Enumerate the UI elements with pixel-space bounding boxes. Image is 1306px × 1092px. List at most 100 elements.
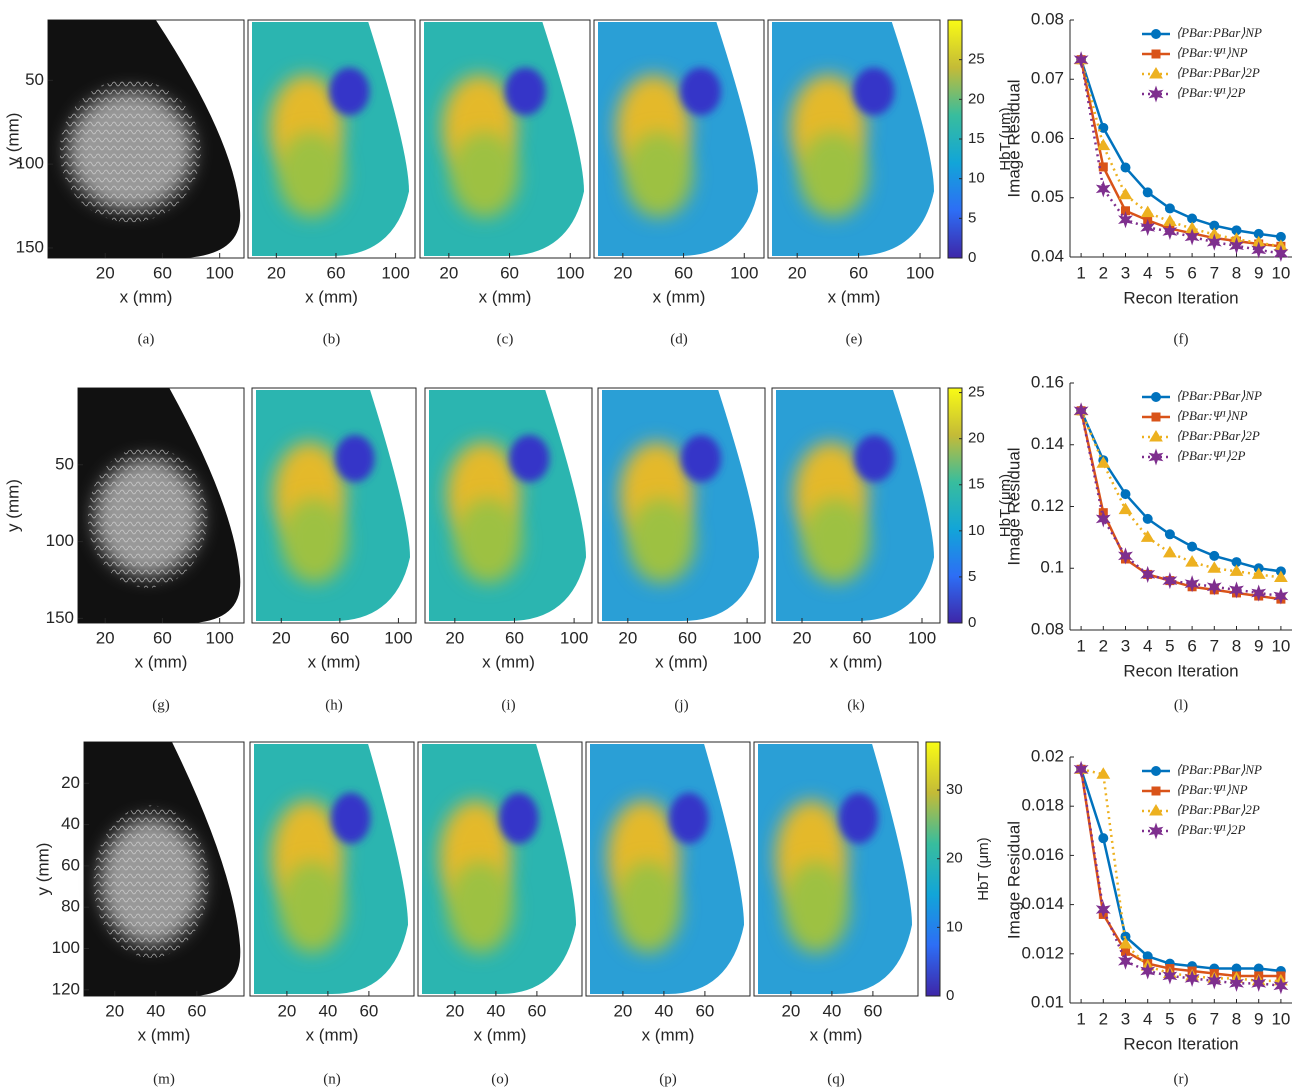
- legend-label: ⟨PBar:PBar⟩NP: [1176, 762, 1262, 777]
- y-axis-label: y (mm): [3, 113, 22, 166]
- panel-caption: (e): [846, 331, 863, 347]
- x-tick-label: 3: [1121, 1009, 1130, 1028]
- x-axis-label: x (mm): [482, 652, 535, 671]
- y-tick-label: 0.018: [1021, 796, 1064, 815]
- x-tick-label: 20: [96, 263, 115, 282]
- legend-label: ⟨PBar:PBar⟩2P: [1176, 428, 1260, 443]
- colorbar-tick-label: 5: [968, 209, 976, 226]
- y-tick-label: 100: [46, 531, 74, 550]
- mid-region: [450, 131, 519, 218]
- x-tick-label: 60: [359, 1001, 378, 1020]
- x-tick-label: 5: [1165, 636, 1174, 655]
- marker: [1164, 529, 1175, 540]
- low-region: [329, 67, 370, 116]
- colorbar-tick-label: 0: [968, 249, 976, 266]
- tissue-texture: [59, 79, 201, 223]
- x-axis-label: x (mm): [830, 652, 883, 671]
- hbt-map: [597, 387, 766, 624]
- x-tick-label: 8: [1232, 263, 1241, 282]
- marker: [1140, 962, 1156, 980]
- marker: [1206, 972, 1222, 990]
- x-tick-label: 1: [1076, 636, 1085, 655]
- x-tick-label: 100: [381, 263, 409, 282]
- low-region: [681, 435, 722, 482]
- x-tick-label: 10: [1271, 636, 1290, 655]
- panel-caption: (g): [152, 697, 170, 713]
- marker: [1140, 530, 1155, 542]
- colorbar-label: HbT (μm): [975, 837, 992, 900]
- y-tick-label: 0.016: [1021, 845, 1064, 864]
- x-tick-label: 20: [613, 1001, 632, 1020]
- x-tick-label: 1: [1076, 263, 1085, 282]
- plot-area: [1070, 757, 1292, 1003]
- y-tick-label: 40: [61, 814, 80, 833]
- panel-caption: (a): [138, 331, 155, 347]
- colorbar-tick-label: 0: [946, 987, 954, 1004]
- marker: [1229, 237, 1244, 255]
- hbt-map: [771, 387, 941, 624]
- marker: [1098, 122, 1109, 133]
- x-tick-label: 60: [187, 1001, 206, 1020]
- marker: [1162, 967, 1178, 985]
- marker: [1273, 587, 1289, 605]
- series-line: [1079, 410, 1282, 598]
- marker: [1251, 584, 1267, 602]
- legend-marker: [1148, 448, 1164, 466]
- low-region: [331, 792, 371, 844]
- y-tick-label: 150: [46, 608, 74, 627]
- legend-marker: [1151, 49, 1161, 59]
- low-region: [854, 435, 895, 482]
- x-tick-label: 60: [674, 263, 693, 282]
- mid-region: [278, 131, 345, 218]
- colorbar-tick-label: 20: [968, 430, 985, 447]
- colorbar-tick-label: 25: [968, 51, 985, 68]
- series-line: [1079, 59, 1282, 248]
- marker: [1229, 581, 1244, 599]
- marker: [1073, 51, 1089, 69]
- marker: [1206, 578, 1222, 596]
- mammogram: [77, 387, 245, 624]
- x-tick-label: 8: [1232, 1009, 1241, 1028]
- legend-label: ⟨PBar:Ψ¹⟩NP: [1176, 782, 1248, 797]
- x-tick-label: 7: [1210, 263, 1219, 282]
- colorbar: [925, 741, 941, 997]
- low-region: [505, 67, 546, 116]
- x-tick-label: 100: [205, 263, 233, 282]
- x-tick-label: 100: [560, 628, 588, 647]
- map-field: [772, 22, 934, 256]
- y-tick-label: 0.01: [1031, 992, 1064, 1011]
- y-tick-label: 20: [61, 773, 80, 792]
- x-tick-label: 9: [1254, 263, 1263, 282]
- hbt-map: [767, 19, 941, 259]
- x-tick-label: 20: [272, 628, 291, 647]
- panel-caption: (k): [847, 697, 865, 713]
- y-tick-label: 100: [16, 154, 44, 173]
- mid-region: [281, 498, 348, 584]
- x-axis-label: x (mm): [653, 287, 706, 306]
- x-tick-label: 20: [445, 1001, 464, 1020]
- legend-label: ⟨PBar:PBar⟩NP: [1176, 25, 1262, 40]
- panel-caption: (p): [659, 1071, 677, 1087]
- legend-marker: [1149, 67, 1163, 79]
- y-tick-label: 60: [61, 855, 80, 874]
- y-axis-label: Image Residual: [1004, 79, 1023, 197]
- marker: [1118, 502, 1133, 515]
- marker: [1118, 547, 1133, 565]
- colorbar-tick-label: 15: [968, 476, 985, 493]
- x-axis-label: x (mm): [305, 287, 358, 306]
- x-tick-label: 20: [793, 628, 812, 647]
- series-line: [1079, 410, 1282, 573]
- x-tick-label: 60: [695, 1001, 714, 1020]
- y-tick-label: 0.02: [1031, 746, 1064, 765]
- marker: [1096, 138, 1111, 151]
- series-line: [1079, 410, 1282, 601]
- x-tick-label: 40: [318, 1001, 337, 1020]
- mid-region: [798, 131, 868, 218]
- x-tick-label: 40: [146, 1001, 165, 1020]
- marker: [1251, 241, 1267, 259]
- x-tick-label: 60: [153, 628, 172, 647]
- mid-region: [783, 861, 850, 953]
- legend-label: ⟨PBar:Ψ¹⟩2P: [1176, 822, 1245, 837]
- x-tick-label: 60: [153, 263, 172, 282]
- legend-label: ⟨PBar:Ψ¹⟩NP: [1176, 45, 1248, 60]
